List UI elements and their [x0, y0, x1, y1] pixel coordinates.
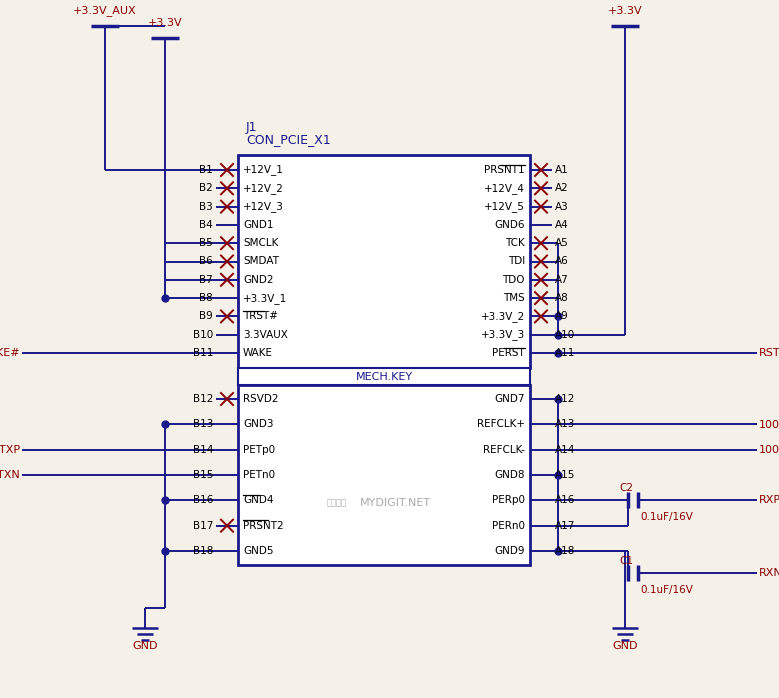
Text: A2: A2 — [555, 184, 569, 193]
Text: A9: A9 — [555, 311, 569, 321]
Text: GND: GND — [612, 641, 638, 651]
Text: GND6: GND6 — [495, 220, 525, 230]
Text: PRSNT2: PRSNT2 — [243, 521, 284, 530]
Text: 100M_CLK+: 100M_CLK+ — [759, 419, 779, 430]
Text: GND1: GND1 — [243, 220, 273, 230]
Text: RSVD2: RSVD2 — [243, 394, 279, 404]
Text: TDI: TDI — [508, 256, 525, 267]
Text: +12V_4: +12V_4 — [484, 183, 525, 194]
Text: MYDIGIT.NET: MYDIGIT.NET — [360, 498, 431, 508]
Text: 3.3VAUX: 3.3VAUX — [243, 329, 288, 340]
Text: SMDAT: SMDAT — [243, 256, 279, 267]
Text: B17: B17 — [192, 521, 213, 530]
Text: REFCLK+: REFCLK+ — [477, 419, 525, 429]
Text: B11: B11 — [192, 348, 213, 358]
Text: PERn0: PERn0 — [492, 521, 525, 530]
Text: GND2: GND2 — [243, 275, 273, 285]
Text: +12V_1: +12V_1 — [243, 165, 284, 175]
Text: A15: A15 — [555, 470, 576, 480]
Text: GND: GND — [132, 641, 158, 651]
Text: WAKE#: WAKE# — [0, 348, 20, 358]
Text: +3.3V_1: +3.3V_1 — [243, 292, 287, 304]
Text: +3.3V_AUX: +3.3V_AUX — [73, 6, 137, 17]
Text: +12V_3: +12V_3 — [243, 201, 284, 212]
Text: C2: C2 — [619, 483, 633, 493]
Text: GND8: GND8 — [495, 470, 525, 480]
Text: REFCLK-: REFCLK- — [483, 445, 525, 454]
Text: TXP: TXP — [0, 445, 20, 454]
Text: PERST: PERST — [492, 348, 525, 358]
Text: A8: A8 — [555, 293, 569, 303]
Text: 0.1uF/16V: 0.1uF/16V — [640, 585, 693, 595]
Text: +3.3V_2: +3.3V_2 — [481, 311, 525, 322]
Text: C1: C1 — [619, 556, 633, 566]
Text: A4: A4 — [555, 220, 569, 230]
Text: +12V_2: +12V_2 — [243, 183, 284, 194]
Bar — [238, 155, 530, 368]
Text: TCK: TCK — [506, 238, 525, 248]
Text: MECH.KEY: MECH.KEY — [355, 371, 413, 382]
Text: A7: A7 — [555, 275, 569, 285]
Text: RXP: RXP — [759, 496, 779, 505]
Text: RST#: RST# — [759, 348, 779, 358]
Text: B4: B4 — [199, 220, 213, 230]
Text: GND9: GND9 — [495, 546, 525, 556]
Text: J1: J1 — [246, 121, 258, 133]
Text: A17: A17 — [555, 521, 576, 530]
Text: B10: B10 — [192, 329, 213, 340]
Text: A6: A6 — [555, 256, 569, 267]
Text: B14: B14 — [192, 445, 213, 454]
Text: A12: A12 — [555, 394, 576, 404]
Text: TRST#: TRST# — [243, 311, 278, 321]
Text: A1: A1 — [555, 165, 569, 175]
Text: B1: B1 — [199, 165, 213, 175]
Bar — [238, 368, 530, 385]
Text: TMS: TMS — [503, 293, 525, 303]
Text: A13: A13 — [555, 419, 576, 429]
Text: WAKE: WAKE — [243, 348, 273, 358]
Text: +3.3V_3: +3.3V_3 — [481, 329, 525, 340]
Text: B16: B16 — [192, 496, 213, 505]
Text: B5: B5 — [199, 238, 213, 248]
Text: B18: B18 — [192, 546, 213, 556]
Text: CON_PCIE_X1: CON_PCIE_X1 — [246, 133, 331, 147]
Text: TXN: TXN — [0, 470, 20, 480]
Text: GND4: GND4 — [243, 496, 273, 505]
Text: A10: A10 — [555, 329, 575, 340]
Text: B6: B6 — [199, 256, 213, 267]
Text: B15: B15 — [192, 470, 213, 480]
Text: 100M_CLK-: 100M_CLK- — [759, 444, 779, 455]
Text: A18: A18 — [555, 546, 576, 556]
Text: B12: B12 — [192, 394, 213, 404]
Text: PRSNT1: PRSNT1 — [485, 165, 525, 175]
Text: A14: A14 — [555, 445, 576, 454]
Text: RXN: RXN — [759, 568, 779, 578]
Text: PETn0: PETn0 — [243, 470, 275, 480]
Text: A16: A16 — [555, 496, 576, 505]
Text: B8: B8 — [199, 293, 213, 303]
Text: SMCLK: SMCLK — [243, 238, 278, 248]
Text: TDO: TDO — [502, 275, 525, 285]
Bar — [238, 385, 530, 565]
Text: B2: B2 — [199, 184, 213, 193]
Text: GND3: GND3 — [243, 419, 273, 429]
Text: 数码之家: 数码之家 — [327, 498, 347, 507]
Text: B13: B13 — [192, 419, 213, 429]
Text: PERp0: PERp0 — [492, 496, 525, 505]
Text: 0.1uF/16V: 0.1uF/16V — [640, 512, 693, 522]
Text: GND5: GND5 — [243, 546, 273, 556]
Text: +3.3V: +3.3V — [148, 18, 182, 28]
Text: B7: B7 — [199, 275, 213, 285]
Text: +3.3V: +3.3V — [608, 6, 643, 16]
Text: +12V_5: +12V_5 — [484, 201, 525, 212]
Text: A3: A3 — [555, 202, 569, 211]
Text: B9: B9 — [199, 311, 213, 321]
Text: A11: A11 — [555, 348, 576, 358]
Text: GND7: GND7 — [495, 394, 525, 404]
Text: B3: B3 — [199, 202, 213, 211]
Text: PETp0: PETp0 — [243, 445, 275, 454]
Text: A5: A5 — [555, 238, 569, 248]
